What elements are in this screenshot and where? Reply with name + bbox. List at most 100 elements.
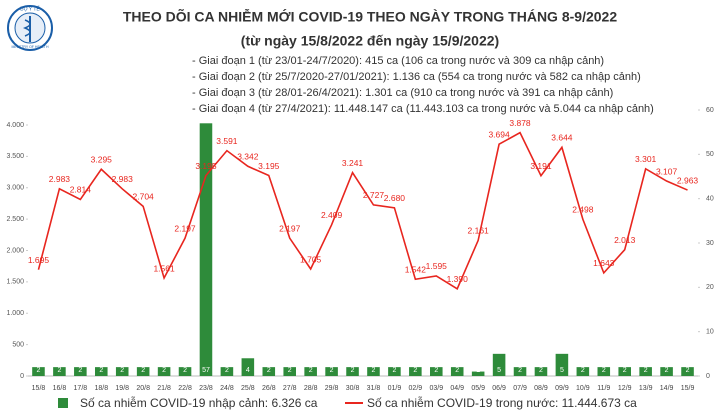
bar	[220, 367, 234, 376]
bar	[74, 367, 87, 376]
bar	[115, 367, 129, 376]
x-tick-label: 14/9	[660, 385, 674, 392]
bar	[681, 367, 694, 376]
data-label: 2.161	[468, 226, 490, 236]
bar-label: 2	[309, 367, 313, 374]
x-tick-label: 11/9	[597, 385, 610, 392]
annotation: - Giai đoạn 2 (từ 25/7/2020-27/01/2021):…	[192, 71, 641, 83]
data-label: 3.195	[195, 161, 217, 171]
x-tick-label: 22/8	[178, 385, 192, 392]
x-tick-label: 18/8	[94, 385, 108, 392]
bar-label: 2	[162, 367, 166, 374]
data-label: 1.643	[593, 258, 615, 268]
y2-tick-label: 20	[706, 284, 714, 291]
bar-label: 2	[351, 367, 355, 374]
x-tick-label: 30/8	[346, 385, 360, 392]
x-tick-label: 08/9	[534, 385, 548, 392]
x-tick-label: 29/8	[325, 385, 339, 392]
bar-label: 2	[623, 367, 627, 374]
bar-label: 2	[581, 367, 585, 374]
x-tick-label: 24/8	[220, 385, 234, 392]
data-label: 1.542	[405, 264, 427, 274]
data-label: 2.498	[572, 205, 594, 215]
bar-label: 2	[644, 367, 648, 374]
bar-label: 2	[330, 367, 334, 374]
data-label: 2.409	[321, 210, 343, 220]
y-tick-label: 3.500	[6, 153, 24, 160]
bar-label: 1	[476, 367, 480, 374]
org-en: MINISTRY OF HEALTH	[12, 45, 49, 49]
bar	[346, 367, 359, 376]
bar-label: 2	[518, 367, 522, 374]
bar	[283, 367, 296, 376]
data-label: 2.704	[133, 192, 155, 202]
x-tick-label: 16/8	[53, 385, 67, 392]
y2-tick-label: 50	[706, 151, 714, 158]
data-label: 3.295	[91, 154, 113, 164]
x-tick-label: 02/9	[409, 385, 423, 392]
x-tick-label: 28/8	[304, 385, 318, 392]
bar	[597, 367, 611, 376]
annotation: - Giai đoạn 1 (từ 23/01-24/7/2020): 415 …	[192, 55, 604, 67]
bar	[95, 367, 108, 376]
y2-tick-label: 60	[706, 107, 714, 114]
bar	[262, 367, 276, 376]
bar	[534, 367, 548, 376]
bar	[430, 367, 443, 376]
bar	[492, 353, 506, 376]
line	[37, 131, 688, 290]
x-tick-label: 25/8	[241, 385, 255, 392]
data-label: 3.241	[342, 158, 364, 168]
legend-label: Số ca nhiễm COVID-19 nhập cảnh: 6.326 ca	[80, 395, 318, 410]
bar	[639, 367, 652, 376]
annotation: - Giai đoạn 4 (từ 27/4/2021): 11.448.147…	[192, 103, 654, 115]
x-tick-label: 07/9	[513, 385, 527, 392]
data-label: 1.705	[300, 254, 322, 264]
bar-label: 2	[37, 367, 41, 374]
bar-label: 4	[246, 367, 250, 374]
bar-label: 2	[57, 367, 61, 374]
chart-title: THEO DÕI CA NHIỄM MỚI COVID-19 THEO NGÀY…	[123, 8, 617, 25]
bar	[660, 367, 673, 376]
data-label: 2.727	[363, 190, 385, 200]
bar-label: 2	[225, 367, 229, 374]
annotation: - Giai đoạn 3 (từ 28/01-26/4/2021): 1.30…	[192, 87, 613, 99]
bar	[32, 367, 45, 376]
x-tick-label: 17/8	[74, 385, 88, 392]
y-tick-label: 2.000	[6, 247, 24, 254]
x-tick-label: 21/8	[157, 385, 171, 392]
data-label: 2.013	[614, 235, 636, 245]
data-label: 1.595	[426, 261, 448, 271]
x-tick-label: 15/8	[32, 385, 46, 392]
bar	[388, 367, 401, 376]
x-tick-label: 10/9	[576, 385, 590, 392]
data-label: 3.195	[258, 161, 280, 171]
bar	[157, 367, 171, 376]
y2-tick-label: 40	[706, 196, 714, 203]
bar	[555, 353, 569, 376]
bar-label: 2	[602, 367, 606, 374]
x-tick-label: 20/8	[136, 385, 150, 392]
data-label: 2.680	[384, 193, 406, 203]
bar-label: 5	[497, 367, 501, 374]
bar	[241, 358, 255, 376]
x-tick-label: 15/9	[681, 385, 695, 392]
y-tick-label: 4.000	[6, 122, 24, 129]
bar-label: 57	[202, 367, 210, 374]
x-tick-label: 13/9	[639, 385, 653, 392]
y-tick-label: 2.500	[6, 216, 24, 223]
bar	[367, 367, 380, 376]
x-tick-label: 12/9	[618, 385, 632, 392]
bar-label: 2	[392, 367, 396, 374]
bar	[53, 367, 66, 376]
data-label: 1.561	[153, 263, 175, 273]
x-tick-label: 27/8	[283, 385, 297, 392]
legend-label: Số ca nhiễm COVID-19 trong nước: 11.444.…	[367, 395, 637, 410]
bar	[513, 367, 527, 376]
x-tick-label: 03/9	[429, 385, 443, 392]
chart-subtitle: (từ ngày 15/8/2022 đến ngày 15/9/2022)	[241, 33, 499, 49]
y2-tick-label: 0	[706, 373, 710, 380]
bar	[618, 367, 631, 376]
y-tick-label: 3.000	[6, 185, 24, 192]
